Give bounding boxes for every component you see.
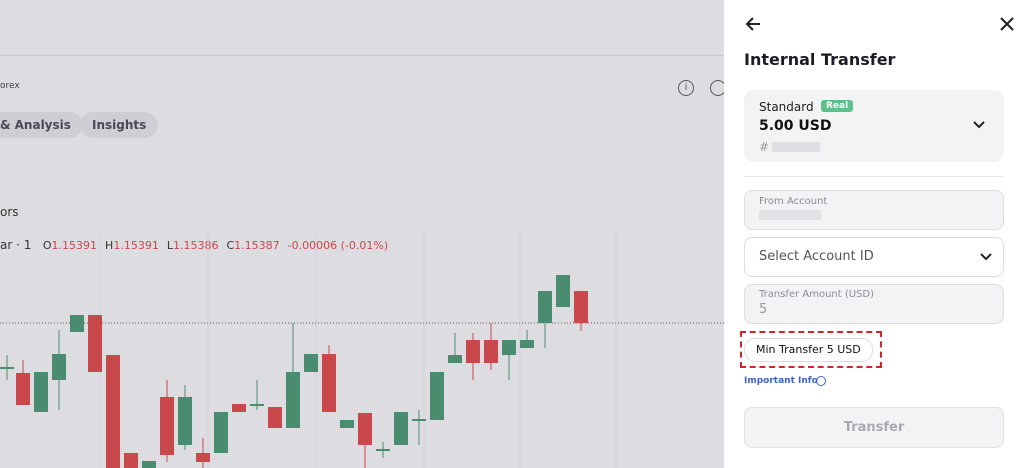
candle-body xyxy=(304,354,318,372)
candle-body xyxy=(322,354,336,412)
close-button[interactable] xyxy=(998,15,1016,33)
candle-body xyxy=(178,397,192,445)
from-account-field: From Account xyxy=(744,190,1004,230)
candle-body xyxy=(340,420,354,428)
info-icon xyxy=(816,376,826,386)
tab[interactable]: Insights xyxy=(80,112,159,138)
candle-body xyxy=(88,315,102,372)
arrow xyxy=(745,17,760,31)
info-icon[interactable]: i xyxy=(678,80,694,96)
divider xyxy=(0,55,724,56)
select-placeholder: Select Account ID xyxy=(759,249,874,264)
field-label: Transfer Amount (USD) xyxy=(759,289,875,300)
ohlc-value: 1.15391 xyxy=(51,239,98,252)
alarm-icon[interactable] xyxy=(710,80,724,96)
candle-body xyxy=(358,413,372,445)
candle-body xyxy=(160,397,174,455)
tab[interactable]: & Analysis xyxy=(0,112,83,138)
ohlc-key: L xyxy=(166,239,173,252)
important-info-link[interactable]: Important Info xyxy=(744,376,818,386)
balance: 5.00 USD xyxy=(759,118,832,134)
chevron xyxy=(973,121,985,129)
candle-body xyxy=(376,449,390,451)
transfer-button[interactable]: Transfer xyxy=(744,407,1004,448)
candle-body xyxy=(268,407,282,428)
account-card[interactable]: Standard Real 5.00 USD # xyxy=(744,90,1004,162)
candle-body xyxy=(142,461,156,468)
candle-body xyxy=(484,340,498,363)
ohlc-key: O xyxy=(42,239,52,252)
ohlc-key: C xyxy=(226,239,235,252)
chevron-path xyxy=(980,253,992,261)
panel-title: Internal Transfer xyxy=(744,50,896,69)
ohlc-key: H xyxy=(105,239,114,252)
candle-body xyxy=(412,419,426,421)
chart-background: orex & Analysis Insights ors i ar · 1 O1… xyxy=(0,0,724,468)
market-label: orex xyxy=(0,81,20,91)
account-id: # xyxy=(759,140,770,154)
candle-body xyxy=(448,355,462,363)
chevron xyxy=(980,253,992,261)
candle-body xyxy=(232,404,246,412)
section-label: ors xyxy=(0,205,19,219)
candle-body xyxy=(466,340,480,363)
candle-body xyxy=(556,275,570,307)
candle-body xyxy=(538,291,552,323)
masked-id xyxy=(772,142,820,152)
ohlc-key: -0.00006 (-0.01%) xyxy=(287,239,389,252)
cross xyxy=(1000,17,1014,31)
candle-body xyxy=(0,367,14,369)
candle-body xyxy=(214,412,228,453)
candle-body xyxy=(16,373,30,405)
candle-body xyxy=(394,412,408,445)
highlight-box xyxy=(740,331,882,368)
candles xyxy=(0,230,724,468)
candle-body xyxy=(124,453,138,468)
badge: Real xyxy=(821,100,854,112)
candle-body xyxy=(286,372,300,428)
candle-body xyxy=(520,340,534,348)
candle-body xyxy=(250,404,264,406)
candle-body xyxy=(196,453,210,462)
candle-body xyxy=(430,372,444,420)
candle-body xyxy=(34,372,48,412)
field-label: From Account xyxy=(759,196,828,207)
chevron-path xyxy=(973,121,985,129)
symbol: ar · 1 xyxy=(0,238,32,252)
ohlc-value: 1.15386 xyxy=(172,239,219,252)
candle-body xyxy=(52,354,66,380)
ohlc-value: 1.15387 xyxy=(234,239,280,252)
amount-field[interactable]: Transfer Amount (USD) 5 xyxy=(744,284,1004,324)
account-type: Standard xyxy=(759,100,814,114)
divider xyxy=(744,176,1004,177)
min-transfer-chip: Min Transfer 5 USD xyxy=(744,338,873,362)
candle-body xyxy=(106,355,120,468)
ohlc-row: ar · 1 O1.15391 H1.15391 L1.15386 C1.15387-… xyxy=(0,238,388,252)
candle-body xyxy=(502,340,516,355)
transfer-panel: Internal Transfer Standard Real 5.00 USD… xyxy=(724,0,1024,468)
account-select[interactable]: Select Account ID xyxy=(744,237,1004,277)
candle-body xyxy=(574,291,588,323)
ohlc-value: 1.15391 xyxy=(113,239,159,252)
masked-value xyxy=(759,210,821,220)
candle-body xyxy=(70,315,84,332)
back-button[interactable] xyxy=(744,14,764,34)
amount-value: 5 xyxy=(759,302,768,317)
